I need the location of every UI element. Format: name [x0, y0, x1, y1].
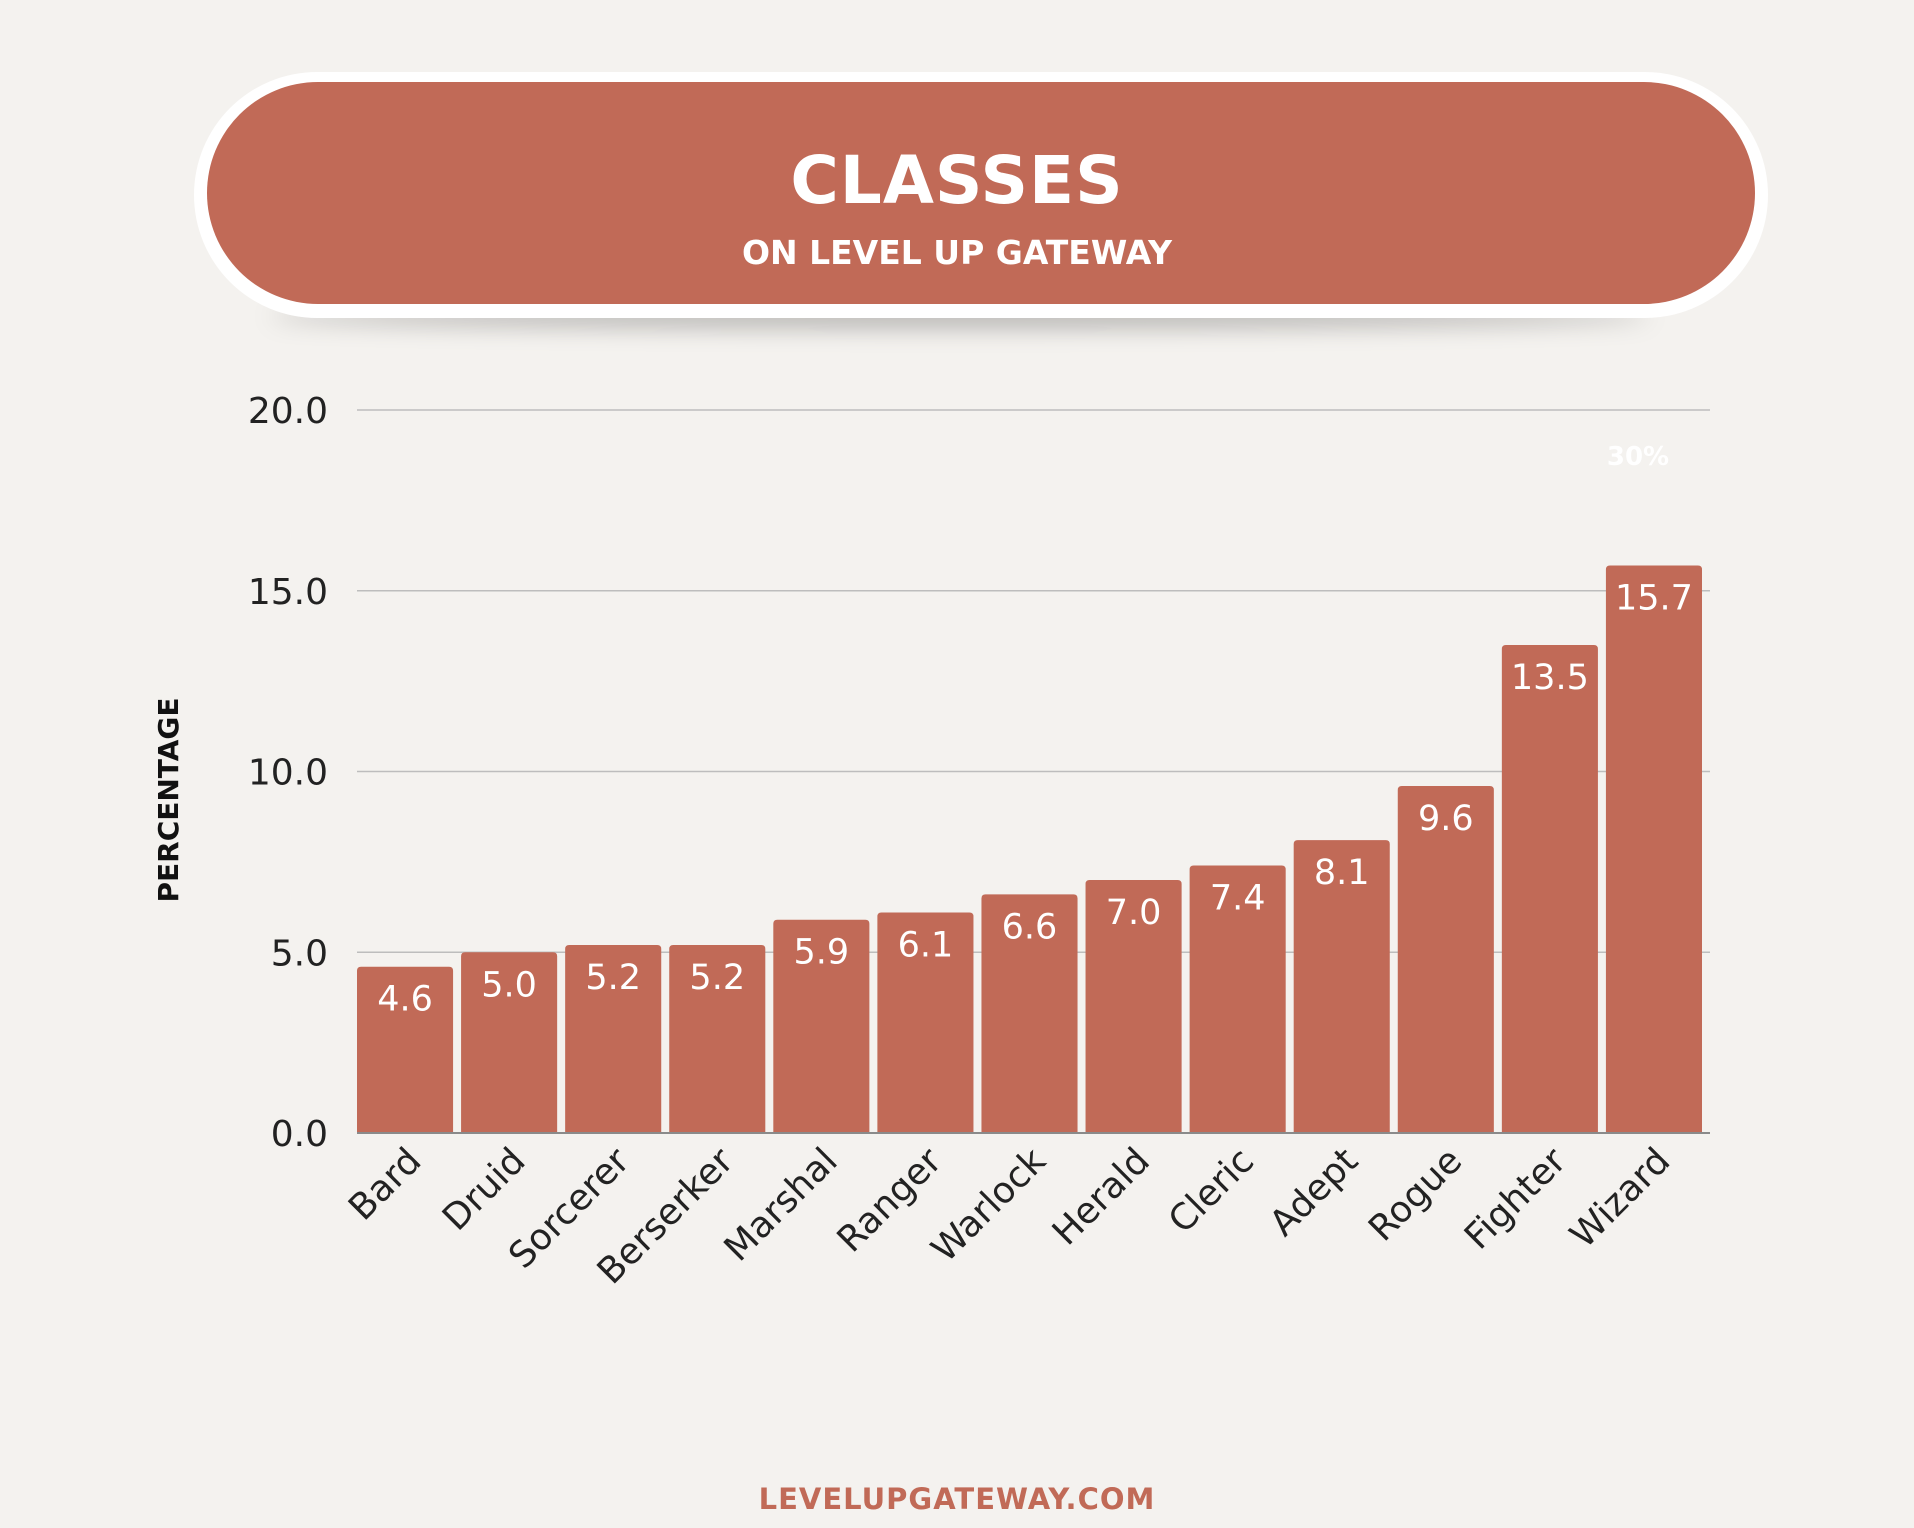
y-axis-title: PERCENTAGE — [152, 697, 185, 902]
bar — [1085, 879, 1182, 1133]
bar-value-label: 6.6 — [1002, 907, 1058, 947]
bar-value-label: 7.0 — [1106, 893, 1162, 933]
chart-title: CLASSES — [790, 142, 1124, 219]
bar-value-label: 7.4 — [1210, 878, 1266, 918]
x-tick-label: Marshal — [717, 1140, 846, 1269]
bar-value-label: 5.2 — [585, 958, 641, 998]
y-tick-label: 10.0 — [248, 753, 328, 794]
bar — [1605, 565, 1702, 1133]
bar — [877, 912, 974, 1133]
annotation-label: 30% — [1607, 442, 1669, 472]
x-tick-label: Fighter — [1457, 1140, 1574, 1257]
bar-value-label: 15.7 — [1615, 578, 1693, 618]
bar-value-label: 6.1 — [898, 925, 954, 965]
bar — [773, 919, 870, 1133]
y-tick-label: 20.0 — [248, 391, 328, 432]
title-banner — [207, 82, 1755, 304]
bar — [565, 945, 662, 1133]
x-tick-label: Wizard — [1563, 1140, 1679, 1256]
bar-value-label: 5.0 — [481, 965, 537, 1005]
y-tick-label: 5.0 — [271, 933, 328, 974]
bar — [357, 966, 454, 1133]
x-tick-label: Cleric — [1161, 1140, 1262, 1241]
bar-value-label: 13.5 — [1511, 658, 1589, 698]
x-tick-label: Herald — [1045, 1140, 1158, 1253]
bar-value-label: 4.6 — [377, 980, 433, 1020]
x-tick-label: Rogue — [1361, 1140, 1470, 1249]
x-tick-label: Adept — [1262, 1140, 1366, 1244]
bar-value-label: 5.2 — [689, 958, 745, 998]
bar-value-label: 9.6 — [1418, 799, 1474, 839]
bar — [669, 945, 766, 1133]
footer-website: LEVELUPGATEWAY.COM — [758, 1482, 1156, 1516]
x-tick-label: Warlock — [924, 1140, 1054, 1270]
bar — [1397, 785, 1494, 1133]
bar — [1189, 865, 1286, 1133]
bar — [461, 952, 558, 1133]
y-tick-label: 15.0 — [248, 572, 328, 613]
x-tick-label: Druid — [435, 1140, 533, 1238]
bar-value-label: 8.1 — [1314, 853, 1370, 893]
bar-value-label: 5.9 — [794, 933, 850, 973]
bar — [1293, 840, 1390, 1133]
x-tick-label: Bard — [341, 1140, 429, 1228]
y-tick-label: 0.0 — [271, 1114, 328, 1155]
chart-subtitle: ON LEVEL UP GATEWAY — [741, 233, 1173, 272]
bar — [1501, 644, 1598, 1133]
bar — [981, 894, 1078, 1133]
